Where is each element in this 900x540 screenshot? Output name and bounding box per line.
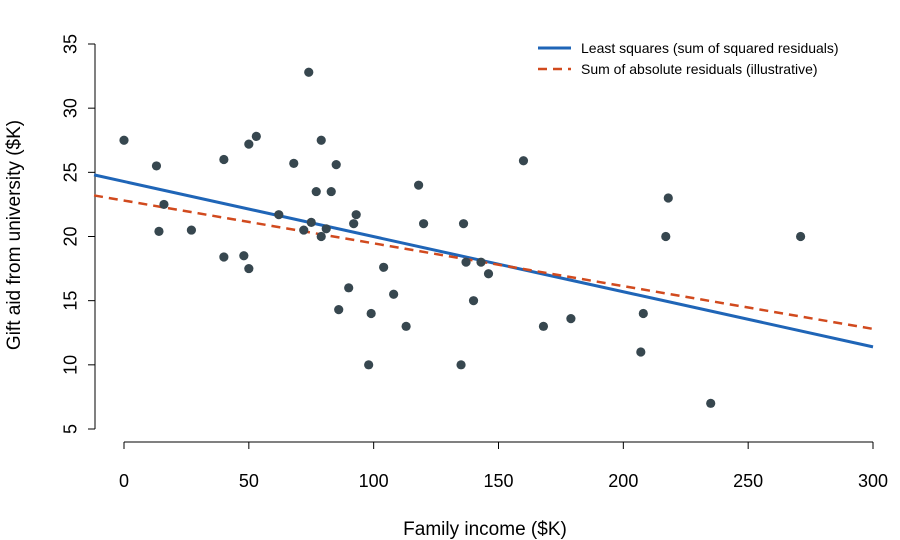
- y-tick-label: 10: [60, 355, 80, 375]
- data-point: [795, 231, 806, 242]
- data-point: [244, 139, 254, 149]
- x-tick-label: 50: [239, 471, 259, 491]
- data-point: [119, 135, 129, 145]
- data-point: [351, 210, 361, 220]
- data-point: [379, 262, 389, 272]
- data-point: [154, 226, 164, 236]
- data-point: [414, 180, 424, 190]
- data-point: [706, 398, 716, 408]
- data-point: [219, 252, 229, 262]
- data-point: [244, 263, 254, 274]
- y-tick-label: 15: [60, 291, 80, 311]
- data-point: [239, 251, 249, 261]
- y-tick-label: 5: [60, 424, 80, 434]
- y-tick-label: 35: [60, 34, 80, 54]
- data-point: [326, 186, 336, 197]
- x-tick-label: 150: [483, 471, 513, 491]
- data-point: [344, 283, 354, 293]
- data-point: [299, 225, 309, 235]
- y-tick-label: 20: [60, 226, 80, 246]
- data-point: [306, 217, 316, 227]
- x-tick-label: 250: [733, 471, 763, 491]
- data-point: [349, 219, 359, 229]
- data-point: [274, 210, 284, 220]
- data-point: [151, 161, 162, 171]
- data-point: [334, 305, 344, 315]
- data-point: [331, 160, 341, 170]
- data-point: [311, 186, 321, 197]
- data-point: [316, 231, 326, 242]
- data-point: [663, 193, 673, 203]
- y-ticks: 5 10 15 20 25 30 35: [60, 34, 95, 434]
- data-point: [251, 131, 261, 141]
- x-axis-label: Family income ($K): [403, 519, 567, 540]
- data-point: [401, 321, 411, 331]
- data-point: [389, 289, 399, 299]
- y-tick-label: 30: [60, 98, 80, 118]
- data-point: [159, 199, 169, 210]
- axes: 0 50 100 150 200 250 300 5 10 15 20 25 30 35: [60, 34, 888, 491]
- y-tick-label: 25: [60, 162, 80, 182]
- data-point: [364, 360, 374, 370]
- data-point: [638, 308, 648, 319]
- data-point: [316, 135, 326, 145]
- data-point: [289, 158, 299, 168]
- data-points: [119, 67, 806, 408]
- data-point: [366, 308, 376, 319]
- legend-label-least-squares: Least squares (sum of squared residuals): [581, 40, 839, 56]
- data-point: [419, 219, 429, 229]
- x-tick-label: 0: [119, 471, 129, 491]
- data-point: [219, 154, 229, 165]
- data-point: [186, 225, 197, 235]
- data-point: [566, 314, 576, 324]
- data-point: [483, 269, 494, 279]
- data-point: [468, 296, 479, 306]
- data-point: [661, 231, 671, 242]
- x-tick-label: 300: [858, 471, 888, 491]
- data-point: [321, 224, 331, 234]
- y-axis-label: Gift aid from university ($K): [4, 120, 25, 350]
- data-point: [458, 219, 469, 229]
- data-point: [461, 257, 471, 267]
- data-point: [518, 156, 529, 166]
- x-tick-label: 200: [608, 471, 638, 491]
- legend: Least squares (sum of squared residuals)…: [538, 40, 839, 77]
- data-point: [304, 67, 314, 77]
- data-point: [456, 360, 466, 370]
- data-point: [538, 321, 549, 331]
- legend-label-absolute: Sum of absolute residuals (illustrative): [581, 61, 818, 77]
- x-ticks: 0 50 100 150 200 250 300: [119, 442, 888, 491]
- data-point: [476, 257, 486, 267]
- data-point: [636, 347, 646, 357]
- x-tick-label: 100: [359, 471, 389, 491]
